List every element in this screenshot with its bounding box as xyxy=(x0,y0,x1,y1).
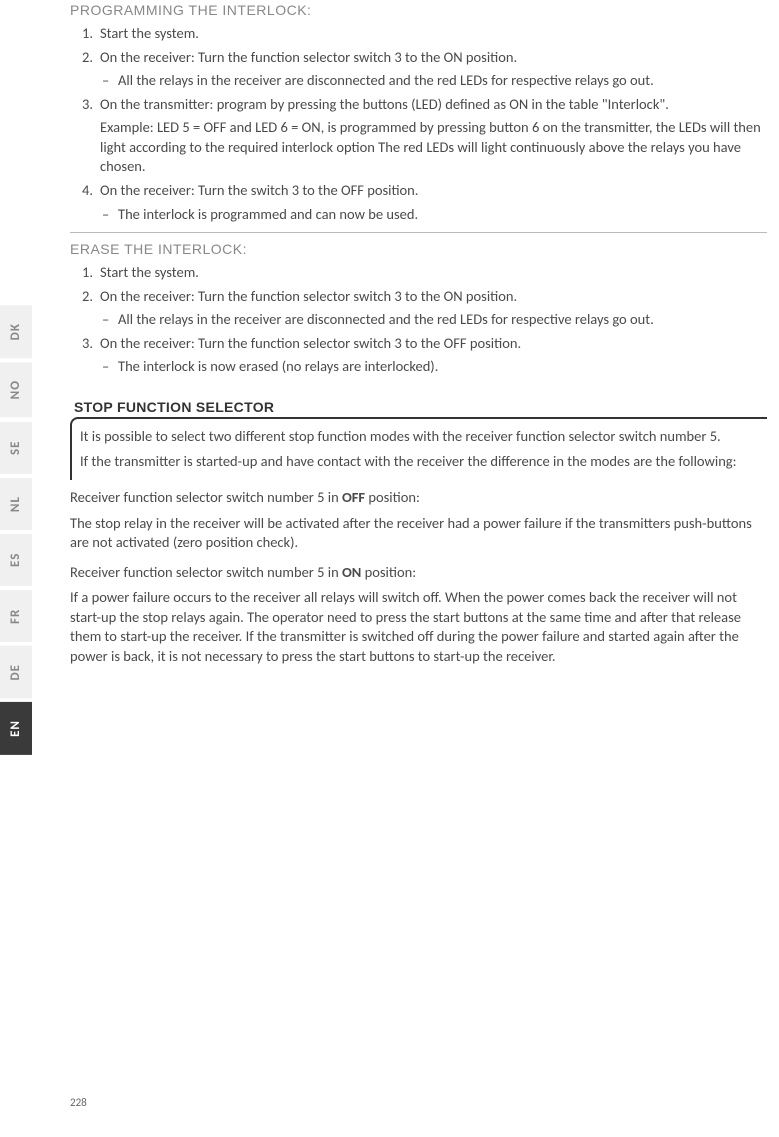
tab-de[interactable]: DE xyxy=(0,646,32,699)
substep: The interlock is now erased (no relays a… xyxy=(102,357,767,377)
step-3: 3. On the receiver: Turn the function se… xyxy=(86,334,767,377)
example-text: Example: LED 5 = OFF and LED 6 = ON, is … xyxy=(100,118,767,177)
on-bold: ON xyxy=(342,563,361,581)
step-3: 3. On the transmitter: program by pressi… xyxy=(86,95,767,177)
page-content: PROGRAMMING THE INTERLOCK: 1. Start the … xyxy=(70,0,767,679)
tab-nl[interactable]: NL xyxy=(0,478,32,530)
stop-intro-box: It is possible to select two different s… xyxy=(70,417,767,480)
substeps: The interlock is now erased (no relays a… xyxy=(100,357,767,377)
tab-se[interactable]: SE xyxy=(0,422,32,474)
stop-intro-2: If the transmitter is started-up and hav… xyxy=(80,452,763,472)
programming-steps: 1. Start the system. 2. On the receiver:… xyxy=(70,24,767,224)
off-mode-body: The stop relay in the receiver will be a… xyxy=(70,514,763,553)
off-mode-block: Receiver function selector switch number… xyxy=(70,488,763,553)
on-post: position: xyxy=(361,563,416,581)
step-number: 1. xyxy=(82,263,93,283)
substep: All the relays in the receiver are disco… xyxy=(102,71,767,91)
step-2: 2. On the receiver: Turn the function se… xyxy=(86,48,767,91)
substeps: All the relays in the receiver are disco… xyxy=(100,71,767,91)
step-1: 1. Start the system. xyxy=(86,263,767,283)
tab-en[interactable]: EN xyxy=(0,702,32,755)
step-number: 4. xyxy=(82,181,93,201)
erase-interlock-section: ERASE THE INTERLOCK: 1. Start the system… xyxy=(70,241,767,377)
erase-steps: 1. Start the system. 2. On the receiver:… xyxy=(70,263,767,377)
off-bold: OFF xyxy=(342,488,365,506)
step-text: On the receiver: Turn the function selec… xyxy=(100,287,517,305)
substep: All the relays in the receiver are disco… xyxy=(102,310,767,330)
page-number: 228 xyxy=(70,1096,87,1109)
off-post: position: xyxy=(365,488,420,506)
tab-es[interactable]: ES xyxy=(0,534,32,586)
step-number: 3. xyxy=(82,95,93,115)
programming-interlock-section: PROGRAMMING THE INTERLOCK: 1. Start the … xyxy=(70,2,767,224)
divider xyxy=(70,232,767,233)
on-mode-block: Receiver function selector switch number… xyxy=(70,563,763,667)
step-text: On the receiver: Turn the function selec… xyxy=(100,48,517,66)
on-mode-head: Receiver function selector switch number… xyxy=(70,563,763,583)
tab-fr[interactable]: FR xyxy=(0,590,32,642)
substeps: All the relays in the receiver are disco… xyxy=(100,310,767,330)
on-mode-body: If a power failure occurs to the receive… xyxy=(70,588,763,666)
step-text: Start the system. xyxy=(100,24,199,42)
step-text: On the receiver: Turn the switch 3 to th… xyxy=(100,181,418,199)
stop-intro-1: It is possible to select two different s… xyxy=(80,427,763,447)
step-1: 1. Start the system. xyxy=(86,24,767,44)
on-pre: Receiver function selector switch number… xyxy=(70,563,342,581)
stop-modes: Receiver function selector switch number… xyxy=(70,480,767,679)
step-4: 4. On the receiver: Turn the switch 3 to… xyxy=(86,181,767,224)
step-2: 2. On the receiver: Turn the function se… xyxy=(86,287,767,330)
tab-no[interactable]: NO xyxy=(0,362,32,417)
erase-heading: ERASE THE INTERLOCK: xyxy=(70,241,767,257)
step-number: 3. xyxy=(82,334,93,354)
substep: The interlock is programmed and can now … xyxy=(102,205,767,225)
stop-function-section: STOP FUNCTION SELECTOR It is possible to… xyxy=(70,399,767,679)
step-text: Start the system. xyxy=(100,263,199,281)
substeps: The interlock is programmed and can now … xyxy=(100,205,767,225)
step-number: 2. xyxy=(82,48,93,68)
step-text: On the transmitter: program by pressing … xyxy=(100,95,669,113)
language-tabs: DK NO SE NL ES FR DE EN xyxy=(0,305,32,759)
off-mode-head: Receiver function selector switch number… xyxy=(70,488,763,508)
stop-function-title: STOP FUNCTION SELECTOR xyxy=(70,399,767,415)
tab-dk[interactable]: DK xyxy=(0,305,32,358)
step-text: On the receiver: Turn the function selec… xyxy=(100,334,521,352)
off-pre: Receiver function selector switch number… xyxy=(70,488,342,506)
step-number: 2. xyxy=(82,287,93,307)
programming-heading: PROGRAMMING THE INTERLOCK: xyxy=(70,2,767,18)
step-number: 1. xyxy=(82,24,93,44)
